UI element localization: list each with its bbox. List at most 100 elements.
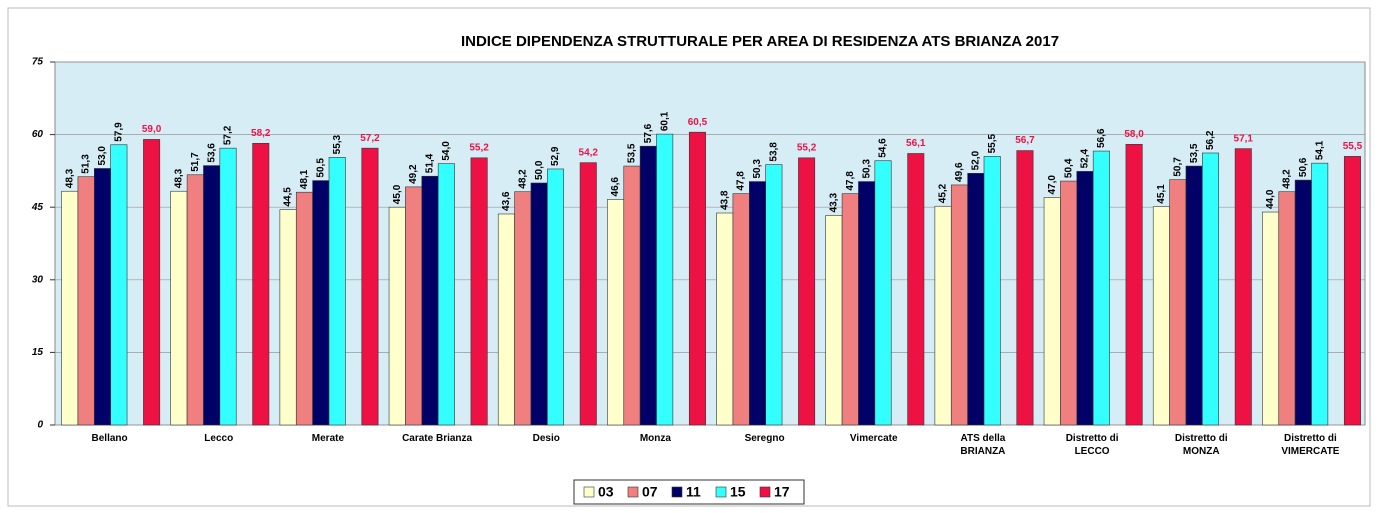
bar bbox=[1043, 197, 1061, 426]
data-label: 51,4 bbox=[425, 153, 436, 173]
data-label: 56,2 bbox=[1205, 130, 1216, 150]
data-label: 52,4 bbox=[1080, 148, 1091, 168]
data-label: 47,0 bbox=[1047, 175, 1058, 195]
bar bbox=[110, 144, 128, 426]
data-label: 46,6 bbox=[610, 177, 621, 197]
data-label: 43,3 bbox=[829, 193, 840, 213]
bar bbox=[934, 205, 952, 426]
data-label: 54,6 bbox=[878, 138, 889, 158]
y-tick-label: 45 bbox=[31, 202, 44, 213]
data-label: 50,5 bbox=[315, 158, 326, 178]
data-label: 53,5 bbox=[1189, 143, 1200, 163]
data-label: 44,0 bbox=[1265, 189, 1276, 209]
data-label: 54,1 bbox=[1314, 140, 1325, 160]
bar bbox=[688, 131, 706, 426]
bar bbox=[61, 190, 79, 426]
x-tick-label: Carate Brianza bbox=[402, 433, 473, 444]
bar bbox=[765, 164, 783, 426]
legend-label: 03 bbox=[598, 484, 614, 500]
bar bbox=[1016, 150, 1034, 426]
bar bbox=[547, 168, 565, 426]
data-label: 58,0 bbox=[1124, 129, 1144, 140]
data-label: 48,3 bbox=[174, 168, 185, 188]
bar bbox=[1343, 156, 1361, 426]
bar bbox=[94, 168, 111, 426]
data-label: 56,1 bbox=[906, 138, 926, 149]
x-tick-label: Distretto di MONZA bbox=[1174, 433, 1228, 457]
bar bbox=[607, 199, 625, 426]
data-label: 55,2 bbox=[469, 142, 489, 153]
data-label: 50,3 bbox=[861, 159, 872, 179]
legend-swatch bbox=[671, 486, 683, 498]
bar bbox=[1278, 191, 1296, 426]
bar bbox=[1152, 206, 1170, 426]
bar bbox=[252, 143, 270, 426]
data-label: 43,6 bbox=[501, 191, 512, 211]
data-label: 53,0 bbox=[97, 146, 108, 166]
bar bbox=[514, 191, 532, 426]
data-label: 54,2 bbox=[579, 147, 599, 158]
data-label: 47,8 bbox=[845, 171, 856, 191]
bar bbox=[312, 180, 330, 426]
bar bbox=[732, 193, 750, 426]
bar bbox=[279, 209, 297, 426]
chart-title: INDICE DIPENDENZA STRUTTURALE PER AREA D… bbox=[461, 33, 1059, 50]
x-tick-label: Distretto di LECCO bbox=[1065, 433, 1119, 457]
bar bbox=[328, 157, 346, 426]
bar bbox=[1125, 143, 1143, 426]
bar bbox=[874, 160, 892, 426]
data-label: 49,2 bbox=[408, 164, 419, 184]
bar bbox=[388, 206, 406, 426]
legend-swatch bbox=[583, 486, 595, 498]
data-label: 45,2 bbox=[938, 183, 949, 203]
bar bbox=[470, 157, 488, 426]
data-label: 57,9 bbox=[114, 122, 125, 142]
bar bbox=[1169, 179, 1187, 426]
bar bbox=[143, 139, 161, 426]
bar bbox=[361, 147, 379, 426]
data-label: 48,1 bbox=[299, 169, 310, 189]
data-label: 57,2 bbox=[360, 133, 380, 144]
data-label: 58,2 bbox=[251, 128, 271, 139]
data-label: 50,7 bbox=[1172, 157, 1183, 177]
bar bbox=[203, 165, 221, 426]
data-label: 57,2 bbox=[223, 125, 234, 145]
bar bbox=[170, 190, 188, 426]
data-label: 49,6 bbox=[954, 162, 965, 182]
legend-swatch bbox=[627, 486, 639, 498]
bar bbox=[421, 175, 439, 426]
plot-area bbox=[54, 61, 1366, 426]
x-tick-label: Monza bbox=[639, 433, 671, 444]
x-tick-label: Vimercate bbox=[849, 433, 898, 444]
y-tick-label: 75 bbox=[32, 57, 44, 68]
data-label: 56,7 bbox=[1015, 135, 1035, 146]
data-label: 60,1 bbox=[659, 111, 670, 131]
data-label: 50,3 bbox=[752, 159, 763, 179]
data-label: 45,0 bbox=[392, 184, 403, 204]
bar bbox=[748, 181, 766, 426]
bar bbox=[77, 176, 95, 426]
bar bbox=[967, 173, 985, 426]
data-label: 52,0 bbox=[970, 150, 981, 170]
data-label: 55,2 bbox=[797, 142, 817, 153]
bar bbox=[983, 156, 1001, 426]
data-label: 43,8 bbox=[719, 190, 730, 210]
legend-label: 07 bbox=[642, 484, 658, 500]
data-label: 53,5 bbox=[627, 143, 638, 163]
data-label: 50,6 bbox=[1298, 157, 1309, 177]
bar bbox=[1202, 152, 1220, 426]
bar bbox=[405, 186, 423, 426]
bar bbox=[219, 147, 237, 426]
bar bbox=[907, 153, 925, 426]
x-tick-label: Merate bbox=[311, 433, 345, 444]
bar bbox=[858, 181, 876, 426]
data-label: 55,5 bbox=[987, 133, 998, 153]
x-tick-label: Distretto di VIMERCATE bbox=[1281, 433, 1340, 457]
bar bbox=[1060, 180, 1078, 426]
data-label: 44,5 bbox=[283, 187, 294, 207]
data-label: 55,3 bbox=[332, 134, 343, 154]
bar bbox=[716, 212, 734, 426]
data-label: 57,6 bbox=[643, 123, 654, 143]
data-label: 48,2 bbox=[517, 169, 528, 189]
